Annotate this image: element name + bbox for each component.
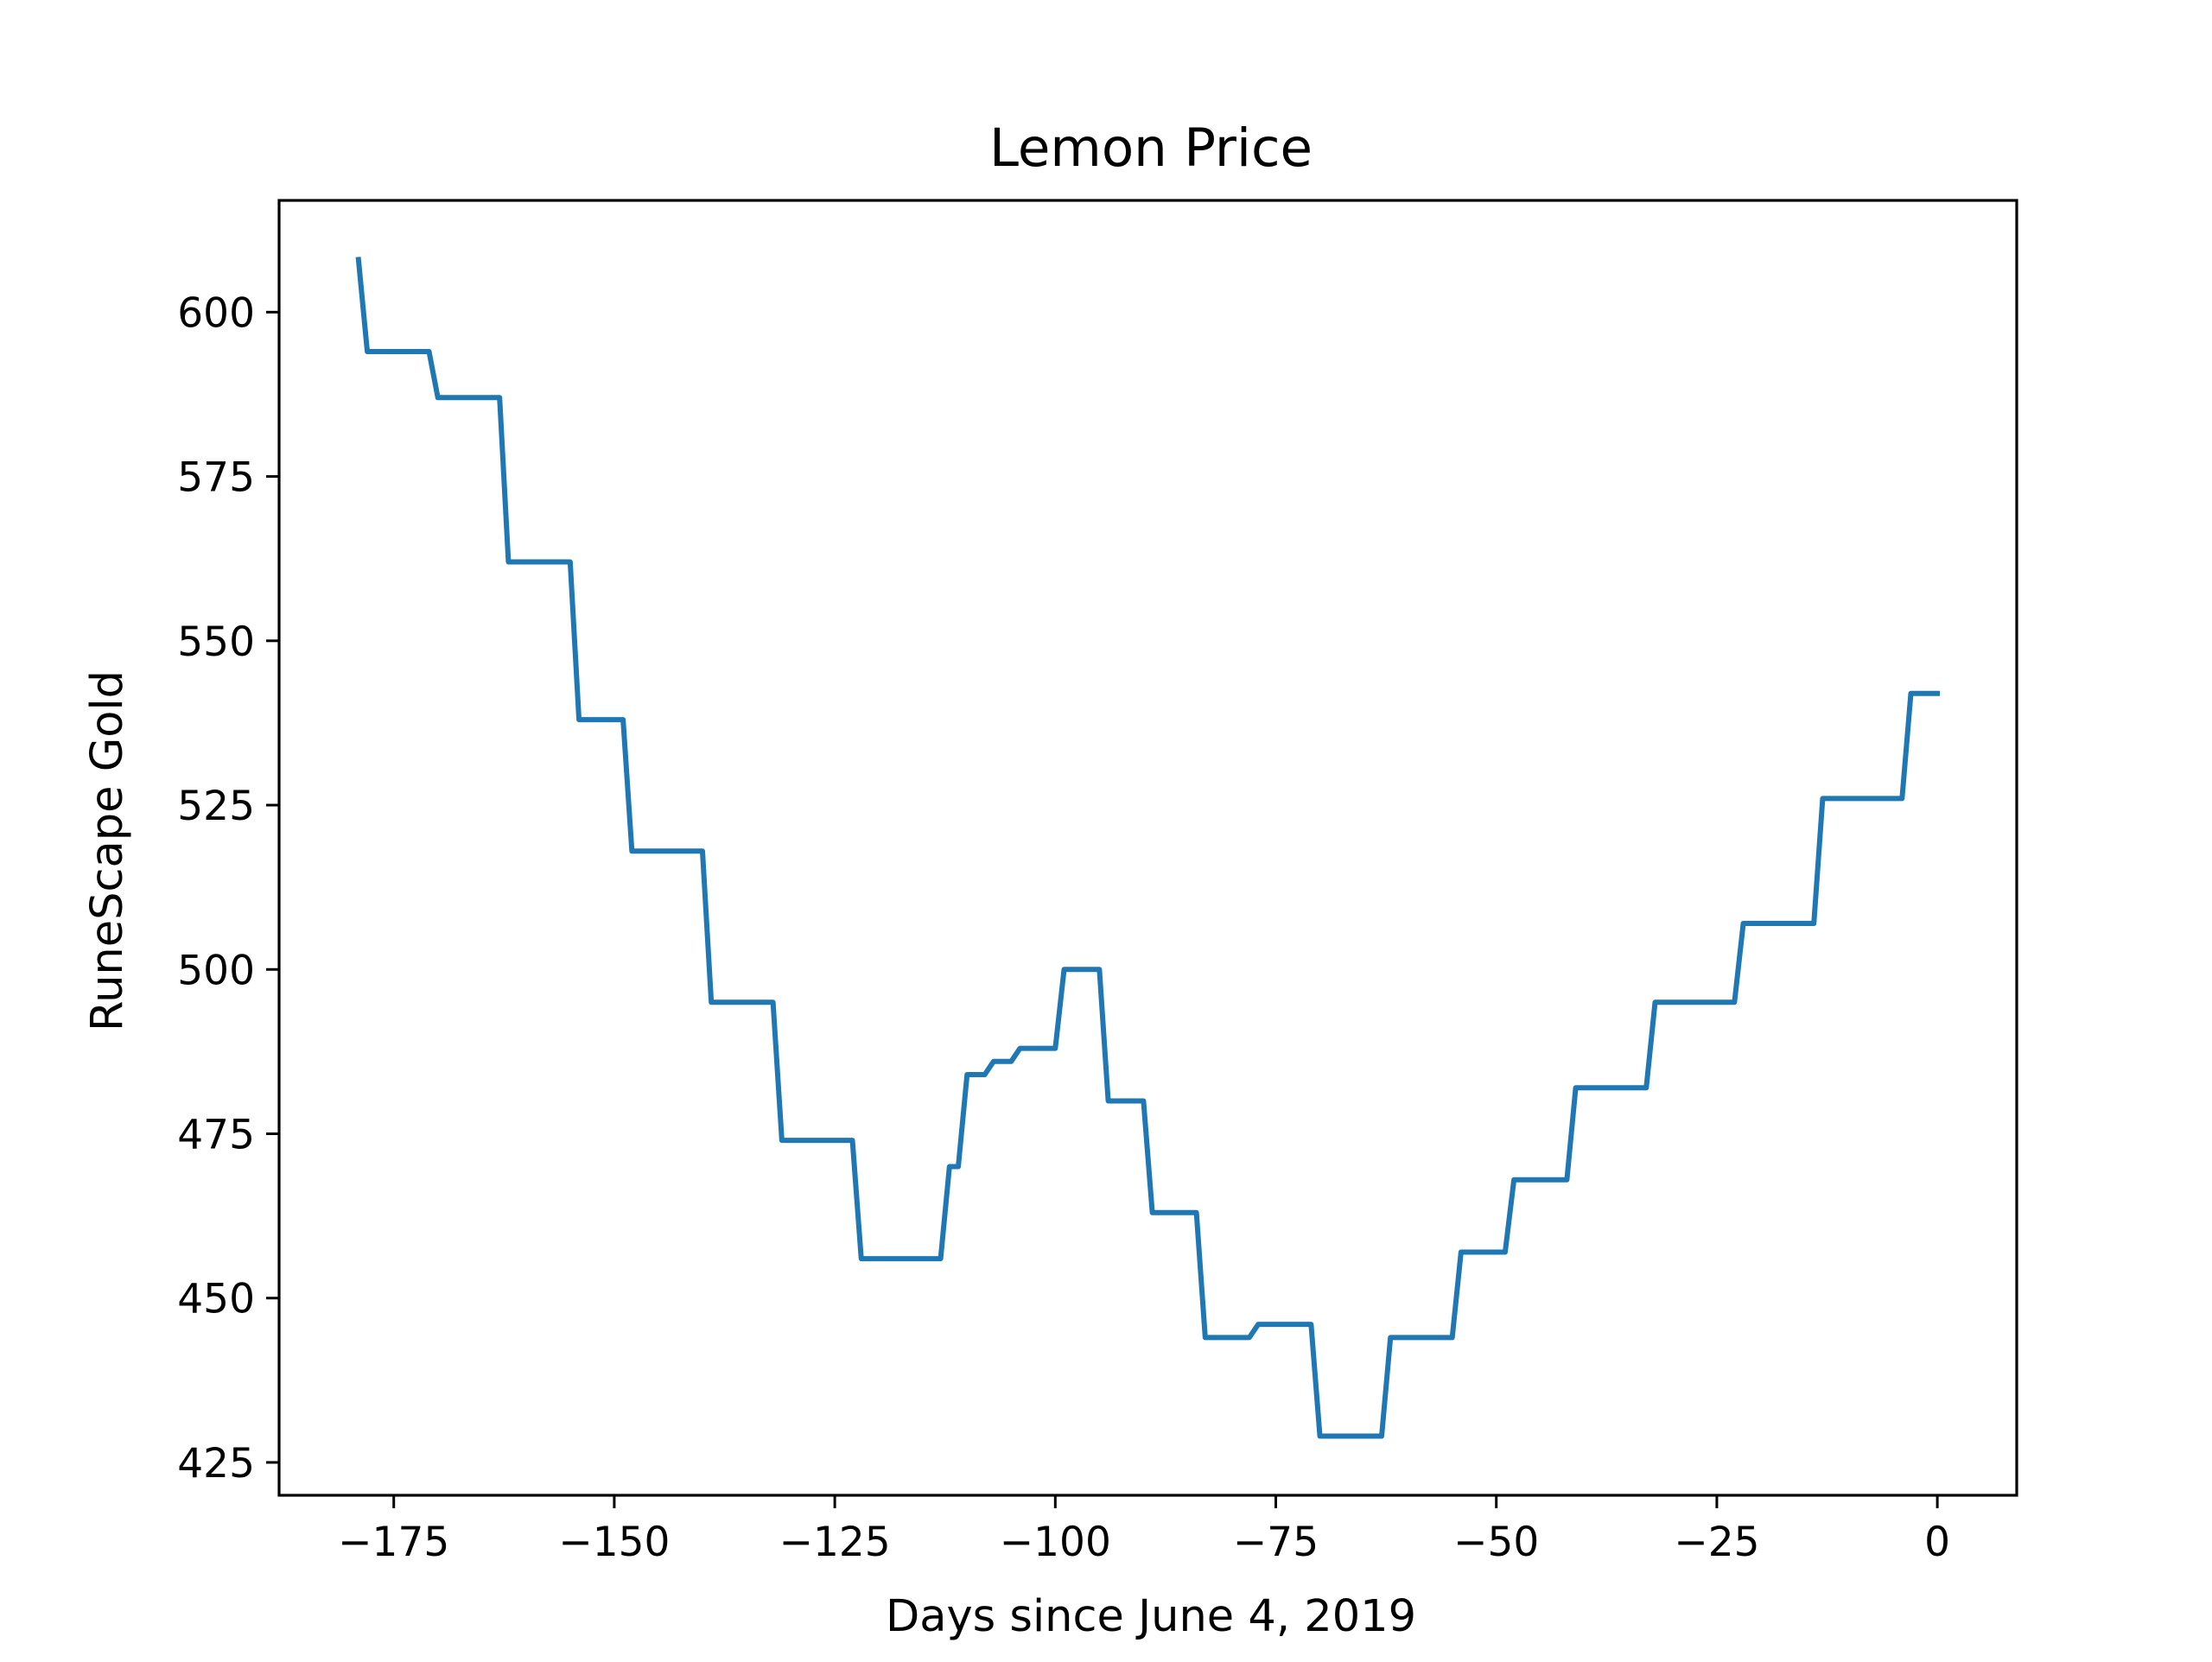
x-tick-label: −100 <box>1000 1519 1111 1566</box>
x-tick-label: −25 <box>1674 1519 1759 1566</box>
x-tick-label: 0 <box>1924 1519 1950 1566</box>
y-axis-label: RuneScape Gold <box>82 670 133 1031</box>
x-tick-label: −50 <box>1453 1519 1539 1566</box>
y-tick-label: 550 <box>177 618 255 666</box>
y-tick-label: 525 <box>177 783 255 830</box>
x-tick-label: −125 <box>779 1519 891 1566</box>
y-tick-label: 575 <box>177 454 255 502</box>
x-tick-label: −150 <box>558 1519 670 1566</box>
series-line-0 <box>355 257 1941 1439</box>
x-tick-label: −175 <box>338 1519 449 1566</box>
axes-frame <box>277 199 2018 1497</box>
y-tick-label: 600 <box>177 289 255 337</box>
y-tick-label: 450 <box>177 1276 255 1323</box>
y-tick-label: 475 <box>177 1111 255 1158</box>
x-tick-label: −75 <box>1233 1519 1319 1566</box>
plot-area: −175 −150 −125 −100 −75 −50 −25 0 425 450 475 500 52… <box>177 199 2018 1566</box>
x-axis-label: Days since June 4, 2019 <box>886 1591 1416 1642</box>
y-tick-label: 500 <box>177 947 255 994</box>
y-tick-label: 425 <box>177 1440 255 1488</box>
chart-title: Lemon Price <box>989 117 1313 179</box>
